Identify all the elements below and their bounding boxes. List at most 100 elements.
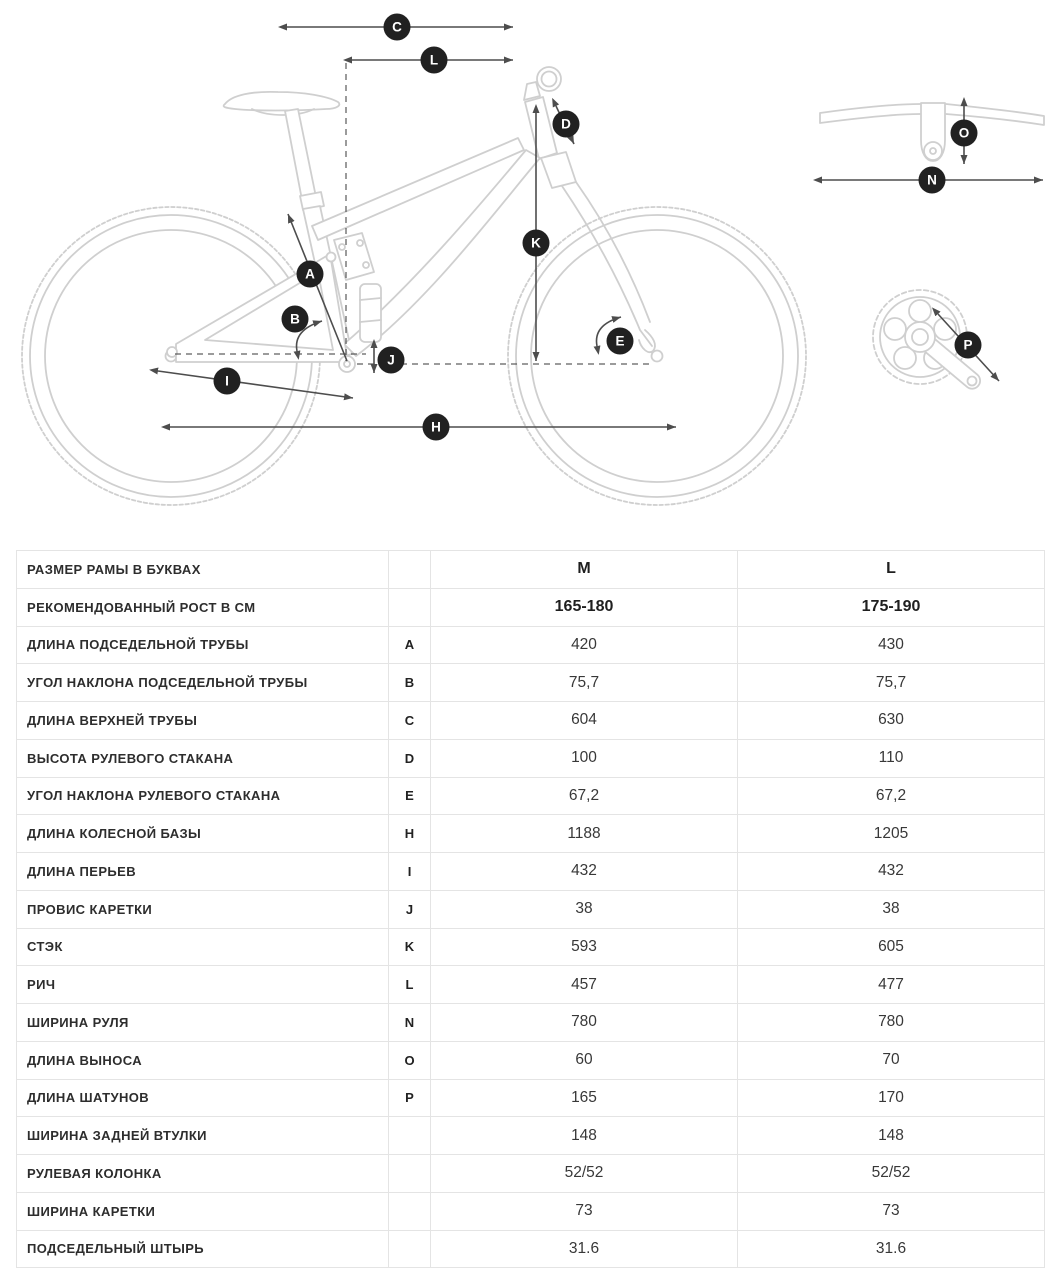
row-label: УГОЛ НАКЛОНА ПОДСЕДЕЛЬНОЙ ТРУБЫ <box>17 664 389 702</box>
table-row: СТЭК K 593 605 <box>17 928 1045 967</box>
row-label: РЕКОМЕНДОВАННЫЙ РОСТ В СМ <box>17 588 389 627</box>
row-label: ПРОВИС КАРЕТКИ <box>17 890 389 929</box>
dimension-marker: D <box>552 110 580 138</box>
handlebar-icon <box>819 102 1045 162</box>
table-row: ДЛИНА КОЛЕСНОЙ БАЗЫ H 1188 1205 <box>17 815 1045 853</box>
dim-line-I <box>149 367 354 401</box>
row-value-l: 75,7 <box>738 664 1045 702</box>
dimension-marker-letter: N <box>927 172 937 188</box>
dimension-marker: P <box>954 331 982 359</box>
row-letter <box>389 1117 431 1155</box>
row-value-l: 780 <box>738 1004 1045 1042</box>
row-letter <box>389 551 431 589</box>
row-letter: O <box>389 1041 431 1080</box>
row-letter <box>389 1192 431 1231</box>
row-value-m: 432 <box>431 853 738 891</box>
row-value-m: 165 <box>431 1079 738 1118</box>
row-value-m: 60 <box>431 1041 738 1080</box>
row-label: ДЛИНА ВЫНОСА <box>17 1041 389 1080</box>
dimension-marker: A <box>296 260 324 288</box>
row-label: ДЛИНА КОЛЕСНОЙ БАЗЫ <box>17 815 389 853</box>
row-label: РАЗМЕР РАМЫ В БУКВАХ <box>17 551 389 589</box>
row-value-m: 75,7 <box>431 664 738 702</box>
dimension-marker: J <box>377 346 405 374</box>
row-label: ДЛИНА ПОДСЕДЕЛЬНОЙ ТРУБЫ <box>17 626 389 665</box>
row-label: ДЛИНА ВЕРХНЕЙ ТРУБЫ <box>17 702 389 740</box>
frame-icon <box>166 66 656 373</box>
table-row: РЕКОМЕНДОВАННЫЙ РОСТ В СМ 165-180 175-19… <box>17 588 1045 627</box>
saddle-icon <box>222 90 341 211</box>
bike-geometry-diagram <box>21 23 1045 506</box>
row-letter: K <box>389 928 431 967</box>
row-value-m: 100 <box>431 739 738 778</box>
row-value-m: 604 <box>431 702 738 740</box>
table-row: УГОЛ НАКЛОНА ПОДСЕДЕЛЬНОЙ ТРУБЫ B 75,7 7… <box>17 664 1045 702</box>
row-value-l: 170 <box>738 1079 1045 1118</box>
row-value-m: 67,2 <box>431 777 738 816</box>
row-value-l: 38 <box>738 890 1045 929</box>
geometry-table: РАЗМЕР РАМЫ В БУКВАХ M L РЕКОМЕНДОВАННЫЙ… <box>16 550 1045 1269</box>
row-letter: I <box>389 853 431 891</box>
row-label: УГОЛ НАКЛОНА РУЛЕВОГО СТАКАНА <box>17 777 389 816</box>
table-row: РАЗМЕР РАМЫ В БУКВАХ M L <box>17 551 1045 589</box>
row-value-m: 38 <box>431 890 738 929</box>
row-value-l: 67,2 <box>738 777 1045 816</box>
table-row: ПРОВИС КАРЕТКИ J 38 38 <box>17 890 1045 929</box>
row-value-m: 420 <box>431 626 738 665</box>
row-value-m: M <box>431 551 738 589</box>
row-value-l: 148 <box>738 1117 1045 1155</box>
row-value-m: 148 <box>431 1117 738 1155</box>
table-row: РУЛЕВАЯ КОЛОНКА 52/52 52/52 <box>17 1155 1045 1193</box>
table-row: ДЛИНА ПЕРЬЕВ I 432 432 <box>17 853 1045 891</box>
row-letter: C <box>389 702 431 740</box>
row-label: ПОДСЕДЕЛЬНЫЙ ШТЫРЬ <box>17 1230 389 1269</box>
front-wheel-icon <box>507 206 807 506</box>
row-letter: B <box>389 664 431 702</box>
row-letter: A <box>389 626 431 665</box>
row-letter: N <box>389 1004 431 1042</box>
row-value-l: 432 <box>738 853 1045 891</box>
row-label: РИЧ <box>17 966 389 1004</box>
row-value-l: 31.6 <box>738 1230 1045 1269</box>
table-row: ДЛИНА ВЕРХНЕЙ ТРУБЫ C 604 630 <box>17 702 1045 740</box>
dim-arc-E <box>593 316 622 355</box>
crankset-icon <box>872 289 981 390</box>
bike-drawing <box>21 66 1045 506</box>
row-letter <box>389 588 431 627</box>
dimension-marker-letter: L <box>429 52 439 68</box>
table-row: ДЛИНА ВЫНОСА O 60 70 <box>17 1041 1045 1080</box>
dimension-marker: O <box>950 119 978 147</box>
row-value-m: 593 <box>431 928 738 967</box>
dim-arc-B <box>293 320 323 360</box>
dimension-marker: L <box>420 46 448 74</box>
dimension-marker-letter: H <box>431 419 441 435</box>
row-value-m: 457 <box>431 966 738 1004</box>
row-letter: L <box>389 966 431 1004</box>
row-value-m: 52/52 <box>431 1155 738 1193</box>
table-row: ПОДСЕДЕЛЬНЫЙ ШТЫРЬ 31.6 31.6 <box>17 1230 1045 1269</box>
row-value-l: 70 <box>738 1041 1045 1080</box>
table-row: ДЛИНА ШАТУНОВ P 165 170 <box>17 1079 1045 1118</box>
dimension-marker-letter: J <box>387 352 395 368</box>
dimension-marker-letter: B <box>290 311 300 327</box>
row-label: ВЫСОТА РУЛЕВОГО СТАКАНА <box>17 739 389 778</box>
row-letter: D <box>389 739 431 778</box>
table-row: ВЫСОТА РУЛЕВОГО СТАКАНА D 100 110 <box>17 739 1045 778</box>
table-row: ШИРИНА ЗАДНЕЙ ВТУЛКИ 148 148 <box>17 1117 1045 1155</box>
row-letter: E <box>389 777 431 816</box>
row-letter <box>389 1155 431 1193</box>
dimension-marker-letter: C <box>392 19 402 35</box>
dimension-marker-letter: A <box>305 266 315 282</box>
row-letter: H <box>389 815 431 853</box>
dimension-marker-letter: P <box>963 337 973 353</box>
table-row: ДЛИНА ПОДСЕДЕЛЬНОЙ ТРУБЫ A 420 430 <box>17 626 1045 665</box>
row-value-l: 605 <box>738 928 1045 967</box>
dimension-marker: I <box>213 367 241 395</box>
row-label: СТЭК <box>17 928 389 967</box>
row-label: ШИРИНА ЗАДНЕЙ ВТУЛКИ <box>17 1117 389 1155</box>
row-value-l: 110 <box>738 739 1045 778</box>
row-value-l: 630 <box>738 702 1045 740</box>
dimension-marker: C <box>383 13 411 41</box>
row-value-l: 73 <box>738 1192 1045 1231</box>
